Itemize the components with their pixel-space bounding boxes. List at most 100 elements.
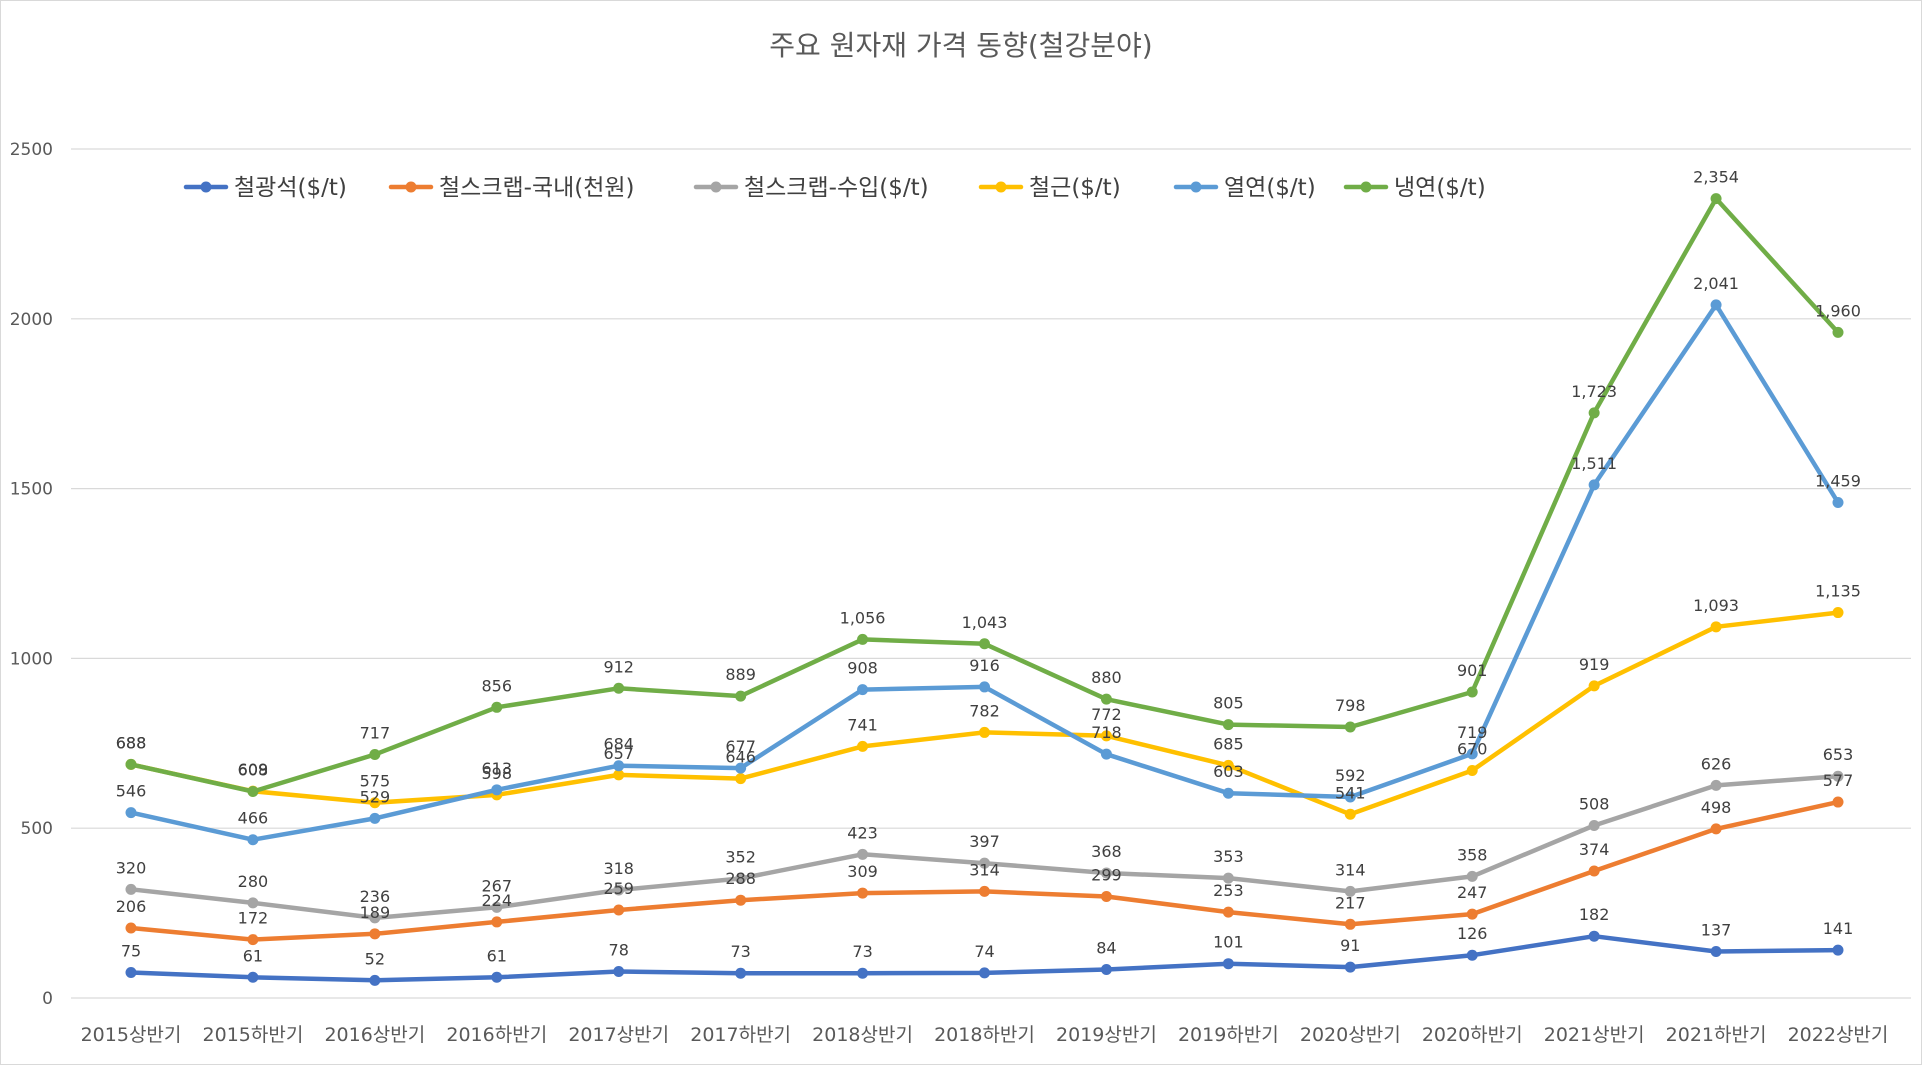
data-point [1100, 963, 1112, 975]
legend-marker [710, 181, 722, 193]
x-tick-label: 2015상반기 [81, 1024, 182, 1046]
x-tick-label: 2016하반기 [446, 1024, 547, 1046]
data-point [1710, 621, 1722, 633]
data-point [1344, 791, 1356, 803]
data-label: 719 [1457, 723, 1488, 742]
legend-label: 냉연($/t) [1394, 175, 1486, 201]
data-point [857, 967, 869, 979]
data-label: 805 [1213, 694, 1244, 713]
data-label: 577 [1823, 771, 1854, 790]
data-label: 320 [116, 858, 147, 877]
x-tick-label: 2019하반기 [1178, 1024, 1279, 1046]
data-label: 61 [243, 946, 263, 965]
legend-marker [1360, 181, 1372, 193]
data-label: 1,723 [1571, 382, 1617, 401]
data-point [1100, 867, 1112, 879]
data-point [1222, 906, 1234, 918]
data-point [1710, 193, 1722, 205]
data-label: 1,960 [1815, 301, 1861, 320]
data-label: 603 [1213, 762, 1244, 781]
data-point [613, 904, 625, 916]
data-label: 75 [121, 942, 141, 961]
data-point [1832, 326, 1844, 338]
data-point [735, 894, 747, 906]
x-tick-label: 2017하반기 [690, 1024, 791, 1046]
data-label: 397 [969, 832, 1000, 851]
data-label: 529 [360, 787, 391, 806]
data-point [1832, 770, 1844, 782]
data-label: 280 [238, 872, 269, 891]
data-point [247, 971, 259, 983]
legend: 철광석($/t) 철스크랩-국내(천원) 철스크랩-수입($/t) 철근($/t) 열연… [183, 175, 1486, 201]
data-label: 677 [725, 737, 756, 756]
data-point [491, 784, 503, 796]
y-tick-label: 1500 [10, 480, 53, 500]
data-point [857, 684, 869, 696]
data-point [979, 638, 990, 650]
data-label: 206 [116, 897, 147, 916]
data-label: 352 [725, 847, 756, 866]
data-label: 798 [1335, 696, 1366, 715]
data-label: 782 [969, 701, 1000, 720]
legend-marker [995, 181, 1007, 193]
series-2 [125, 796, 1844, 946]
data-label: 182 [1579, 905, 1610, 924]
data-point [1710, 299, 1722, 311]
data-point [1832, 796, 1844, 808]
data-label: 1,056 [840, 608, 886, 627]
data-label: 358 [1457, 845, 1488, 864]
data-point [735, 773, 747, 785]
data-point [1466, 764, 1478, 776]
data-point [1588, 930, 1600, 942]
data-point [857, 633, 869, 645]
data-labels: 75 61 52 61 78 73 73 74 84 101 91 126 182 137 141 206 17… [116, 168, 1861, 969]
data-label: 741 [847, 715, 878, 734]
data-label: 1,043 [962, 613, 1008, 632]
data-label: 314 [969, 860, 1000, 879]
data-point [1222, 719, 1234, 731]
data-label: 688 [116, 733, 147, 752]
data-point [735, 967, 747, 979]
data-label: 592 [1335, 766, 1366, 785]
data-point [491, 901, 503, 913]
data-point [979, 857, 990, 869]
data-label: 1,459 [1815, 472, 1861, 491]
data-point [125, 922, 137, 934]
data-point [613, 682, 625, 694]
data-point [735, 690, 747, 702]
data-point [1832, 944, 1844, 956]
data-label: 217 [1335, 893, 1366, 912]
data-label: 224 [482, 891, 513, 910]
y-axis: 0 500 1000 1500 2000 2500 [10, 140, 53, 1009]
series-1 [125, 930, 1844, 986]
legend-label: 철스크랩-국내(천원) [439, 175, 635, 201]
legend-label: 철근($/t) [1029, 175, 1121, 201]
y-tick-label: 1000 [10, 649, 53, 669]
data-point [613, 760, 625, 772]
data-point [1344, 721, 1356, 733]
data-point [857, 848, 869, 860]
data-point [1588, 407, 1600, 419]
x-tick-label: 2015하반기 [203, 1024, 304, 1046]
data-label: 73 [852, 942, 872, 961]
data-point [1466, 908, 1478, 920]
data-label: 314 [1335, 860, 1366, 879]
data-label: 84 [1096, 938, 1116, 957]
data-label: 318 [603, 859, 634, 878]
data-point [1222, 787, 1234, 799]
data-label: 309 [847, 862, 878, 881]
data-label: 912 [603, 657, 634, 676]
data-point [857, 887, 869, 899]
data-point [1588, 865, 1600, 877]
data-point [979, 726, 990, 738]
data-label: 466 [238, 809, 269, 828]
data-label: 609 [238, 760, 269, 779]
data-label: 889 [725, 665, 756, 684]
data-label: 423 [847, 823, 878, 842]
legend-item: 냉연($/t) [1343, 175, 1486, 201]
x-tick-label: 2020하반기 [1422, 1024, 1523, 1046]
data-label: 61 [487, 946, 507, 965]
data-point [247, 934, 259, 946]
